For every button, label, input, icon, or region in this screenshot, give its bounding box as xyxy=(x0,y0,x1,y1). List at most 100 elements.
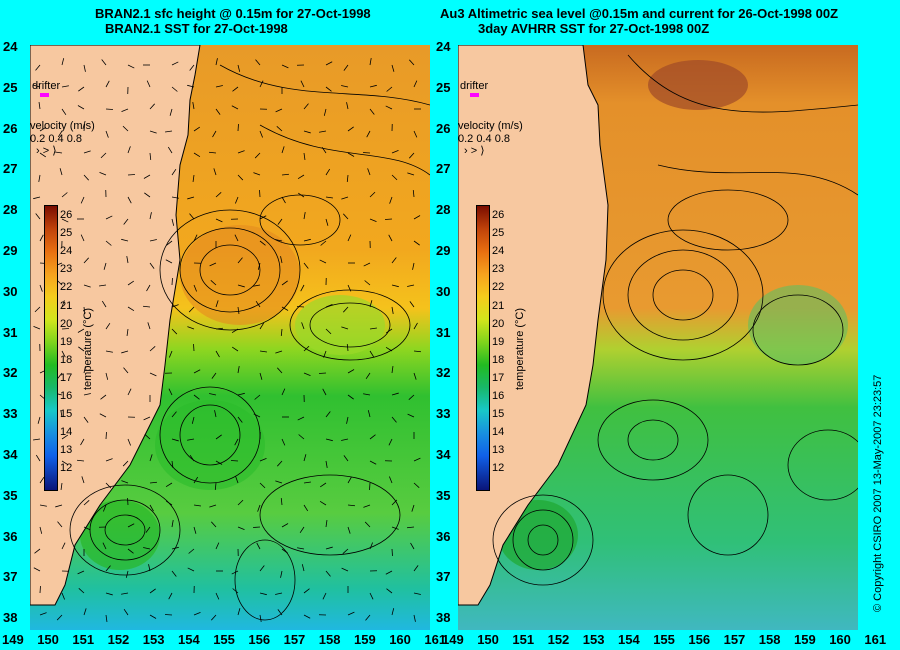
colorbar-tick-label: 12 xyxy=(492,462,505,475)
colorbar-tick-label: 25 xyxy=(492,227,505,240)
latitude-tick-label: 29 xyxy=(3,243,18,258)
latitude-tick-label: 34 xyxy=(3,447,18,462)
longitude-tick-label: 154 xyxy=(178,632,200,647)
latitude-tick-label: 28 xyxy=(436,202,451,218)
latitude-tick-label: 35 xyxy=(436,487,451,503)
coastline-land xyxy=(30,45,201,606)
colorbar-tick-label: 20 xyxy=(60,317,73,330)
right-colorbar-title: temperature (°C) xyxy=(514,307,526,390)
longitude-tick-label: 161 xyxy=(424,632,447,647)
longitude-tick-label: 161 xyxy=(864,632,887,647)
left-velocity-label: velocity (m/s) xyxy=(30,120,95,132)
left-title-line2: BRAN2.1 SST for 27-Oct-1998 xyxy=(105,21,288,36)
longitude-tick-label: 150 xyxy=(37,632,59,647)
colorbar-tick-label: 20 xyxy=(492,317,505,330)
right-title-line2: 3day AVHRR SST for 27-Oct-1998 00Z xyxy=(478,21,710,36)
latitude-tick-label: 38 xyxy=(436,610,451,626)
right-velocity-arrows: › > ⟩ xyxy=(464,145,485,157)
colorbar-tick-label: 12 xyxy=(60,462,73,475)
longitude-tick-label: 159 xyxy=(354,632,376,647)
colorbar-tick-label: 25 xyxy=(60,227,73,240)
longitude-tick-label: 156 xyxy=(248,632,271,647)
left-velocity-scale: 0.2 0.4 0.8 xyxy=(30,133,82,145)
longitude-tick-label: 152 xyxy=(107,632,130,647)
latitude-tick-label: 31 xyxy=(3,324,18,340)
colorbar-tick-label: 22 xyxy=(492,281,505,294)
latitude-tick-label: 28 xyxy=(3,202,18,218)
colorbar-tick-label: 14 xyxy=(60,426,73,439)
velocity-arrows xyxy=(33,58,422,622)
latitude-tick-label: 33 xyxy=(436,406,451,422)
latitude-tick-label: 29 xyxy=(436,243,451,258)
colorbar-tick-label: 13 xyxy=(60,444,73,457)
latitude-tick-label: 36 xyxy=(3,528,18,544)
right-drifter-marker xyxy=(470,93,479,97)
colorbar-tick-label: 22 xyxy=(60,281,73,294)
colorbar-tick-label: 14 xyxy=(492,426,505,439)
right-map-panel xyxy=(458,45,858,630)
latitude-tick-label: 34 xyxy=(436,447,451,462)
longitude-tick-label: 149 xyxy=(2,632,24,647)
longitude-tick-label: 157 xyxy=(283,632,306,647)
colorbar-tick-label: 23 xyxy=(60,263,73,276)
latitude-tick-label: 30 xyxy=(3,283,18,299)
longitude-tick-label: 154 xyxy=(618,632,640,647)
longitude-tick-label: 152 xyxy=(547,632,570,647)
left-colorbar-title: temperature (°C) xyxy=(82,307,94,390)
left-title-line1: BRAN2.1 sfc height @ 0.15m for 27-Oct-19… xyxy=(95,6,371,21)
right-title-line1: Au3 Altimetric sea level @0.15m and curr… xyxy=(440,6,839,21)
longitude-tick-label: 160 xyxy=(389,632,411,647)
colorbar-tick-label: 15 xyxy=(60,408,73,421)
colorbar-tick-label: 26 xyxy=(492,209,505,221)
latitude-tick-label: 37 xyxy=(3,569,18,585)
colorbar-tick-label: 26 xyxy=(60,209,73,221)
longitude-tick-label: 158 xyxy=(318,632,341,647)
left-sst-map xyxy=(30,45,430,630)
right-velocity-scale: 0.2 0.4 0.8 xyxy=(458,133,510,145)
longitude-tick-label: 149 xyxy=(442,632,464,647)
latitude-tick-label: 32 xyxy=(3,365,18,381)
latitude-tick-label: 24 xyxy=(3,39,18,54)
right-sst-map xyxy=(458,45,858,630)
colorbar-tick-label: 19 xyxy=(492,335,505,348)
longitude-tick-label: 151 xyxy=(512,632,535,647)
colorbar-tick-label: 17 xyxy=(60,371,73,384)
colorbar-tick-label: 24 xyxy=(492,245,505,258)
longitude-tick-label: 153 xyxy=(582,632,605,647)
latitude-tick-label: 24 xyxy=(436,39,451,54)
latitude-tick-label: 37 xyxy=(436,569,451,585)
longitude-tick-label: 150 xyxy=(477,632,499,647)
colorbar-tick-label: 19 xyxy=(60,335,73,348)
colorbar-tick-label: 21 xyxy=(60,299,73,312)
longitude-tick-label: 153 xyxy=(142,632,165,647)
left-colorbar xyxy=(44,205,58,491)
colorbar-tick-label: 18 xyxy=(60,353,73,366)
latitude-tick-label: 33 xyxy=(3,406,18,422)
longitude-tick-label: 155 xyxy=(653,632,675,647)
latitude-tick-label: 38 xyxy=(3,610,18,626)
latitude-tick-label: 27 xyxy=(436,161,451,177)
latitude-tick-label: 31 xyxy=(436,324,451,340)
latitude-tick-label: 36 xyxy=(436,528,451,544)
copyright-text: © Copyright CSIRO 2007 13-May-2007 23:23… xyxy=(872,374,884,612)
right-colorbar xyxy=(476,205,490,491)
colorbar-tick-label: 16 xyxy=(60,390,73,402)
right-velocity-label: velocity (m/s) xyxy=(458,120,523,132)
colorbar-tick-label: 18 xyxy=(492,353,505,366)
latitude-tick-label: 32 xyxy=(436,365,451,381)
latitude-tick-label: 26 xyxy=(436,120,451,136)
longitude-tick-label: 158 xyxy=(758,632,781,647)
left-map-panel xyxy=(30,45,430,630)
colorbar-tick-label: 23 xyxy=(492,263,505,276)
longitude-tick-label: 156 xyxy=(688,632,711,647)
colorbar-tick-label: 24 xyxy=(60,245,73,258)
colorbar-tick-label: 15 xyxy=(492,408,505,421)
latitude-tick-label: 26 xyxy=(3,120,18,136)
latitude-tick-label: 35 xyxy=(3,487,18,503)
longitude-tick-label: 159 xyxy=(794,632,816,647)
longitude-tick-label: 160 xyxy=(829,632,851,647)
latitude-tick-label: 25 xyxy=(3,79,18,95)
right-drifter-label: drifter xyxy=(460,80,489,92)
coastline-land xyxy=(458,45,609,606)
left-velocity-arrows: › > ⟩ xyxy=(36,145,57,157)
